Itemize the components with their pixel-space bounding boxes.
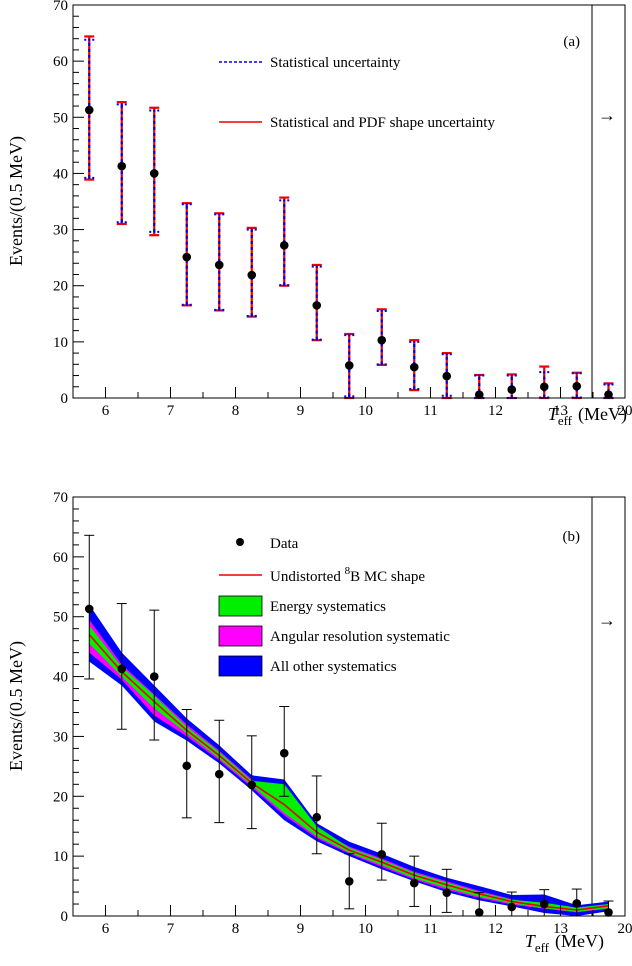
b-xtick-label-9: 9 [297, 921, 305, 937]
b-ytick-label-60: 60 [53, 550, 68, 566]
panel-a: 0 10 20 30 40 50 60 70 6 7 8 9 10 11 12 13 20 (a) Events… [6, 0, 632, 428]
b-data-point [377, 850, 387, 859]
b-data-point [117, 664, 127, 674]
b-data-point [214, 769, 224, 779]
a-data-point [507, 385, 517, 394]
a-data-point [572, 381, 582, 391]
a-data-point [377, 335, 387, 345]
panel-a-overflow-arrow: → [598, 105, 616, 125]
b-ytick-label-50: 50 [53, 610, 68, 626]
a-data-point [604, 390, 613, 399]
a-data-point [117, 161, 127, 171]
a-data-point [247, 270, 257, 280]
panel-b-legend: Data Undistorted 8B MC shape Energy syst… [218, 536, 450, 677]
b-xtick-label-10: 10 [358, 921, 373, 937]
panel-b-overflow-arrow: → [598, 610, 616, 630]
a-xtick-label-6: 6 [102, 403, 110, 419]
a-data-point [409, 362, 419, 372]
a-data-point [279, 240, 289, 250]
b-ytick-label-70: 70 [53, 490, 68, 506]
b-xtick-label-12: 12 [488, 921, 503, 937]
panel-b-xlabel: Teff (MeV) [525, 931, 604, 955]
a-ytick-label-10: 10 [53, 335, 68, 351]
b-data-point [474, 908, 484, 917]
legend-stat-label: Statistical uncertainty [270, 55, 401, 71]
a-data-point [539, 382, 549, 392]
b-data-point [182, 761, 192, 771]
a-data-point [149, 169, 159, 178]
a-xtick-label-12: 12 [488, 403, 503, 419]
legend-angular-label: Angular resolution systematic [270, 629, 450, 645]
a-data-point [84, 105, 94, 115]
a-data-point [442, 371, 452, 381]
legend-data-marker [236, 538, 244, 546]
b-xtick-label-6: 6 [102, 921, 110, 937]
legend-pdf-label: Statistical and PDF shape uncertainty [270, 115, 495, 131]
a-data-point [344, 361, 354, 370]
a-xtick-label-7: 7 [167, 403, 175, 419]
legend-mc-label: Undistorted 8B MC shape [270, 565, 425, 585]
b-data-point [149, 672, 159, 681]
legend-energy-label: Energy systematics [270, 599, 386, 615]
b-data-point [442, 888, 452, 897]
b-ytick-label-10: 10 [53, 849, 68, 865]
a-ytick-label-70: 70 [53, 0, 68, 14]
b-data-point [539, 899, 549, 909]
b-xtick-label-8: 8 [232, 921, 240, 937]
panel-a-frame [72, 4, 626, 399]
a-data-point [474, 390, 484, 399]
legend-angular-swatch [218, 625, 263, 647]
a-data-point [312, 301, 322, 310]
a-ytick-label-40: 40 [53, 166, 68, 182]
b-ytick-label-30: 30 [53, 729, 68, 745]
a-ytick-label-30: 30 [53, 223, 68, 239]
panel-a-xlabel: Teff (MeV) [548, 404, 627, 428]
b-data-point [409, 878, 419, 888]
b-xtick-label-20: 20 [618, 921, 632, 937]
a-xtick-label-10: 10 [358, 403, 373, 419]
panel-a-legend: Statistical uncertainty Statistical and … [219, 55, 495, 131]
legend-other-label: All other systematics [270, 659, 397, 675]
a-xtick-label-9: 9 [297, 403, 305, 419]
b-data-point [507, 902, 517, 912]
a-ytick-label-0: 0 [61, 391, 69, 407]
panel-b-label: (b) [563, 529, 581, 545]
b-data-point [344, 876, 354, 886]
b-xtick-label-7: 7 [167, 921, 175, 937]
b-data-point [279, 748, 289, 758]
b-data-point [84, 604, 94, 614]
a-xtick-label-8: 8 [232, 403, 240, 419]
a-data-point [182, 252, 192, 262]
legend-energy-swatch [218, 595, 263, 617]
a-xtick-label-13: 13 [553, 403, 568, 419]
a-data-point [214, 260, 224, 270]
a-ytick-label-60: 60 [53, 54, 68, 70]
panel-b-frame [72, 496, 626, 917]
a-xtick-label-20: 20 [618, 403, 632, 419]
b-ytick-label-20: 20 [53, 789, 68, 805]
b-data-point [572, 899, 582, 908]
legend-data-label: Data [270, 536, 299, 552]
a-xtick-label-11: 11 [423, 403, 437, 419]
panel-a-label: (a) [563, 34, 580, 50]
b-ytick-label-0: 0 [61, 909, 69, 925]
b-xtick-label-13: 13 [553, 921, 568, 937]
b-data-point [247, 780, 257, 790]
b-xtick-label-11: 11 [423, 921, 437, 937]
panel-a-ylabel: Events/(0.5 MeV) [6, 136, 27, 266]
b-data-point [312, 812, 322, 822]
b-data-point [604, 908, 613, 917]
a-ytick-label-20: 20 [53, 279, 68, 295]
panel-b: 0 10 20 30 40 50 60 70 6 7 8 9 10 11 12 13 20 (b) Events… [6, 490, 632, 955]
legend-other-swatch [218, 655, 263, 677]
a-ytick-label-50: 50 [53, 110, 68, 126]
b-mc-shape-line [88, 634, 609, 911]
panel-b-ylabel: Events/(0.5 MeV) [6, 641, 27, 771]
b-ytick-label-40: 40 [53, 670, 68, 686]
